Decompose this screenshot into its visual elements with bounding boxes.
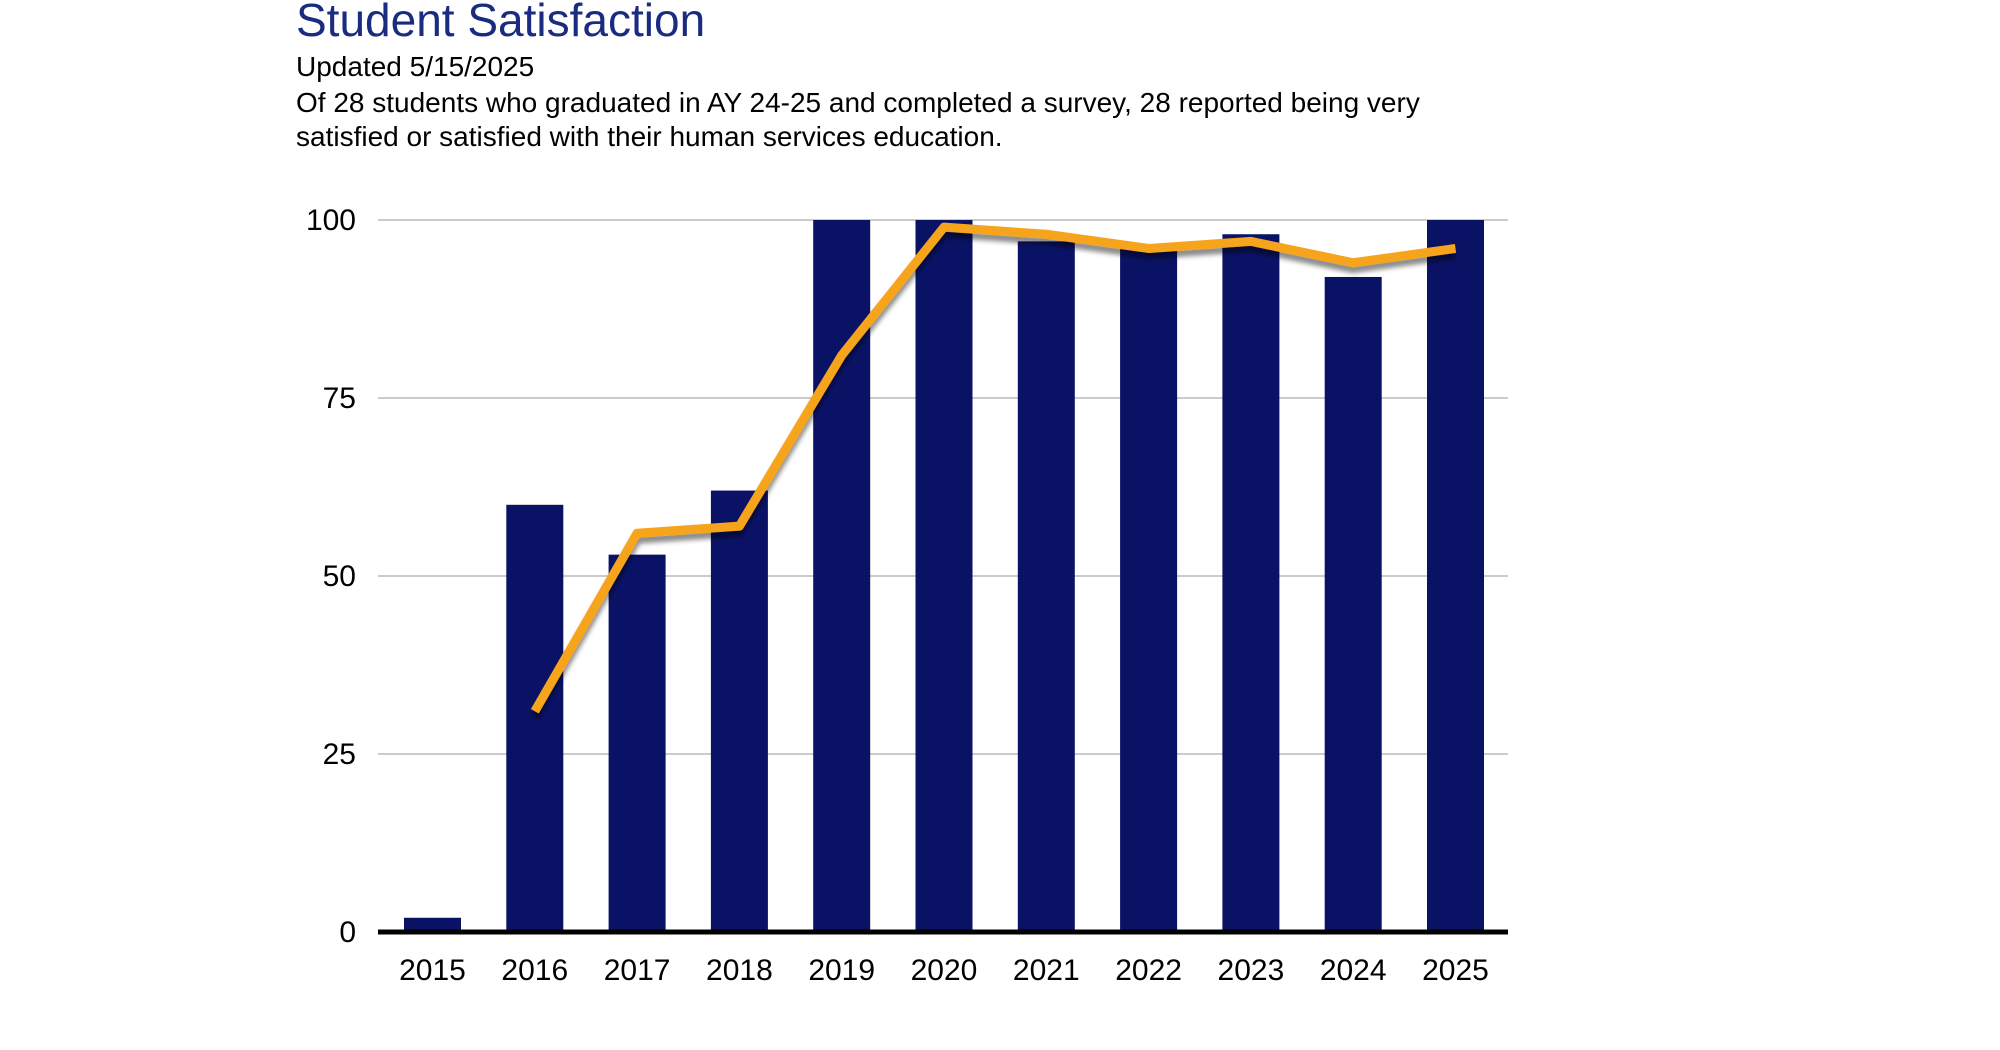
- x-tick-label-2021: 2021: [1013, 954, 1080, 987]
- chart-header: Student Satisfaction Updated 5/15/2025 O…: [296, 0, 1420, 154]
- bar-2016: [506, 504, 564, 932]
- x-tick-label-2015: 2015: [399, 954, 466, 987]
- x-tick-label-2017: 2017: [604, 954, 671, 987]
- y-tick-label-50: 50: [323, 560, 356, 593]
- bar-2015: [404, 917, 461, 932]
- x-axis: [378, 929, 1508, 935]
- trend-line: [530, 222, 1457, 714]
- description-line-1: Of 28 students who graduated in AY 24-25…: [296, 87, 1420, 118]
- bar-2017: [608, 554, 666, 932]
- page-title: Student Satisfaction: [296, 0, 706, 46]
- bar-2024: [1324, 276, 1382, 933]
- x-axis-line: [378, 929, 1508, 935]
- x-tick-label-2024: 2024: [1320, 954, 1387, 987]
- bar-2025: [1427, 220, 1484, 932]
- bar-series: [404, 220, 1484, 933]
- x-tick-label-2018: 2018: [706, 954, 773, 987]
- y-tick-label-75: 75: [323, 382, 356, 415]
- x-tick-label-2020: 2020: [911, 954, 978, 987]
- axis-labels: 0 25 50 75 100 2015 2016 2017 2018 2019 2020 2021 20…: [306, 204, 1489, 987]
- x-tick-label-2016: 2016: [501, 954, 568, 987]
- bar-2023: [1222, 234, 1280, 933]
- x-tick-label-2019: 2019: [808, 954, 875, 987]
- x-tick-label-2022: 2022: [1115, 954, 1182, 987]
- x-tick-label-2023: 2023: [1218, 954, 1285, 987]
- description-line-2: satisfied or satisfied with their human …: [296, 121, 1003, 152]
- bar-2020: [915, 220, 973, 932]
- updated-date: Updated 5/15/2025: [296, 51, 535, 82]
- chart-description: Of 28 students who graduated in AY 24-25…: [296, 86, 1420, 154]
- y-tick-label-25: 25: [323, 738, 356, 771]
- x-tick-label-2025: 2025: [1422, 954, 1489, 987]
- line-series: [530, 222, 1457, 714]
- bar-2022: [1120, 248, 1178, 933]
- bar-2021: [1017, 241, 1075, 933]
- bar-2018: [710, 490, 768, 932]
- y-tick-label-100: 100: [306, 204, 356, 237]
- y-tick-label-0: 0: [339, 916, 356, 949]
